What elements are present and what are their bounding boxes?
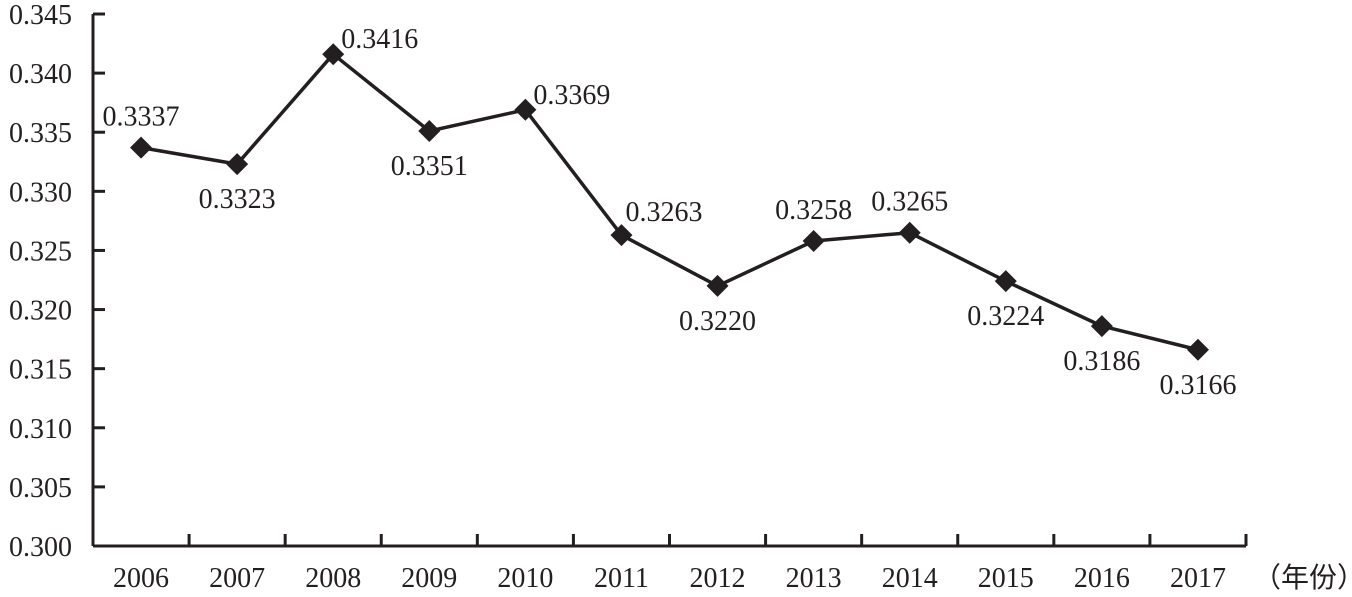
x-tick-label: 2007 (209, 563, 265, 592)
y-tick-label: 0.325 (9, 236, 72, 267)
data-label: 0.3351 (391, 151, 468, 182)
diamond-marker (610, 224, 633, 247)
diamond-marker (514, 98, 537, 121)
data-label: 0.3186 (1063, 346, 1140, 377)
diamond-marker (706, 274, 729, 297)
data-label: 0.3369 (533, 80, 610, 111)
y-tick-label: 0.315 (9, 355, 72, 386)
x-tick-label: 2008 (305, 563, 361, 592)
x-axis: 2006 2007 2008 2009 2010 2011 2012 2013 2014 2015… (93, 534, 1352, 594)
y-tick-label: 0.320 (9, 296, 72, 327)
x-axis-title: （年份） (1253, 562, 1352, 592)
y-tick-label: 0.310 (9, 414, 72, 445)
x-tick-label: 2009 (401, 563, 457, 592)
data-label: 0.3337 (103, 102, 180, 133)
x-tick-label: 2012 (690, 563, 746, 592)
diamond-marker (1090, 315, 1113, 338)
data-label: 0.3166 (1159, 370, 1236, 401)
data-label: 0.3323 (199, 184, 276, 215)
x-tick-label: 2006 (113, 563, 169, 592)
y-tick-label: 0.335 (9, 118, 72, 149)
diamond-marker (226, 153, 249, 176)
x-tick-label: 2015 (978, 563, 1034, 592)
diamond-marker (322, 43, 345, 66)
data-label: 0.3263 (625, 197, 702, 228)
diamond-marker (802, 229, 825, 252)
diamond-marker (898, 221, 921, 244)
y-tick-label: 0.300 (9, 532, 72, 563)
x-tick-label: 2011 (594, 563, 649, 592)
diamond-marker (1186, 338, 1209, 361)
diamond-marker (418, 120, 441, 143)
series-line (140, 52, 1199, 352)
x-tick-label: 2010 (497, 563, 553, 592)
y-tick-label: 0.345 (9, 0, 72, 31)
data-label: 0.3416 (341, 24, 418, 55)
y-tick-label: 0.340 (9, 59, 72, 90)
data-series: 0.3337 0.3323 0.3416 0.3351 0.3369 0.3263 0.32… (103, 24, 1237, 401)
data-label: 0.3265 (871, 187, 948, 218)
x-tick-label: 2014 (882, 563, 938, 592)
diamond-marker (130, 136, 153, 159)
y-tick-label: 0.330 (9, 177, 72, 208)
x-tick-label: 2017 (1170, 563, 1226, 592)
y-tick-label: 0.305 (9, 473, 72, 504)
data-label: 0.3258 (775, 195, 852, 226)
y-axis: 0.300 0.305 0.310 0.315 0.320 0.325 0.330 0.335… (9, 0, 105, 563)
data-label: 0.3220 (679, 306, 756, 337)
x-tick-label: 2013 (786, 563, 842, 592)
diamond-marker (994, 270, 1017, 293)
x-tick-label: 2016 (1074, 563, 1130, 592)
data-label: 0.3224 (967, 301, 1044, 332)
